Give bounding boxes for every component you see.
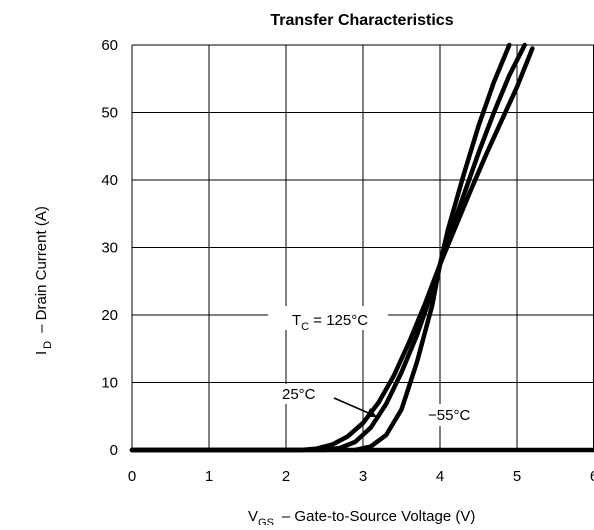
- y-axis-label: ID– Drain Current (A): [33, 206, 54, 355]
- y-tick-label-2: 20: [101, 307, 118, 324]
- x-axis-label: VGS – Gate-to-Source Voltage (V): [248, 508, 475, 525]
- series-125c-curve: [129, 46, 535, 453]
- y-tick-label-1: 10: [101, 375, 118, 392]
- chart-title: Transfer Characteristics: [270, 12, 453, 29]
- annotation-tc125: TC = 125°C: [292, 312, 368, 333]
- t25-label-bg: [278, 384, 330, 404]
- y-tick-label-6: 60: [101, 37, 118, 54]
- annotation-25c-arrowhead: [366, 408, 377, 417]
- series-minus55c-curve: [129, 42, 512, 453]
- x-tick-label-1: 1: [205, 468, 213, 485]
- y-tick-label-4: 40: [101, 172, 118, 189]
- x-tick-label-3: 3: [359, 468, 367, 485]
- series-layer: [129, 42, 594, 453]
- annotation-minus55c: −55°C: [428, 407, 470, 424]
- y-tick-label-0: 0: [110, 442, 118, 459]
- y-tick-label-5: 50: [101, 105, 118, 122]
- x-tick-label-2: 2: [282, 468, 290, 485]
- x-tick-label-6: 6: [590, 468, 594, 485]
- y-tick-label-3: 30: [101, 240, 118, 257]
- tick-label-layer: 01234560102030405060: [101, 37, 594, 485]
- series-25c-curve: [129, 42, 527, 453]
- x-tick-label-4: 4: [436, 468, 444, 485]
- annotation-25c: 25°C: [282, 386, 316, 403]
- tm55-label-bg: [423, 404, 491, 426]
- grid-layer: [131, 44, 594, 451]
- x-tick-label-5: 5: [513, 468, 521, 485]
- annotation-25c-leader: [333, 397, 374, 416]
- x-tick-label-0: 0: [128, 468, 136, 485]
- tc125-label-bg: [268, 306, 388, 330]
